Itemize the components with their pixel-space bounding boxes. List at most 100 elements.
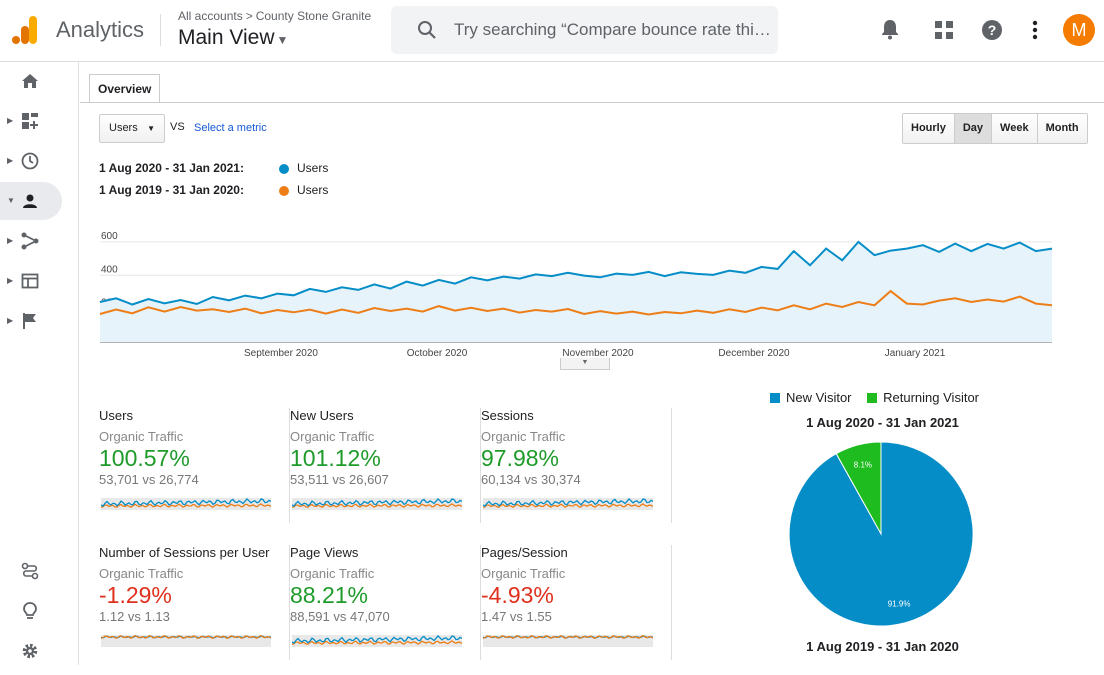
sparkline-current: [483, 497, 653, 507]
scorecard-change-pct: -1.29%: [99, 582, 172, 608]
collapse-chart-handle[interactable]: ▼: [560, 358, 610, 370]
scorecard-sparkline: [101, 634, 271, 647]
nav-conversions[interactable]: ▶: [0, 302, 62, 340]
expand-arrow-icon: ▶: [7, 156, 14, 165]
header-divider: [160, 14, 161, 46]
tab-overview[interactable]: Overview: [89, 74, 161, 103]
nav-discover[interactable]: [0, 592, 62, 630]
acquisition-icon: [21, 232, 39, 250]
search-icon: [418, 21, 436, 39]
breadcrumb-account[interactable]: County Stone Granite: [255, 9, 372, 23]
scorecard-comparison: 53,511 vs 26,607: [290, 472, 389, 487]
caret-down-icon: ▼: [276, 33, 289, 47]
metric-selector[interactable]: Users ▼: [99, 114, 165, 143]
card-divider: [480, 545, 481, 660]
expand-arrow-icon: ▶: [7, 276, 14, 285]
card-divider: [480, 408, 481, 523]
search-box[interactable]: Try searching “Compare bounce rate thi…: [391, 6, 778, 54]
scorecard-change-pct: 97.98%: [481, 445, 560, 471]
scorecard-title: Pages/Session: [481, 545, 568, 560]
nav-audience[interactable]: ▼: [0, 182, 62, 220]
pie-slice[interactable]: [788, 441, 974, 627]
x-tick-label: December 2020: [718, 348, 790, 359]
svg-text:?: ?: [988, 22, 997, 38]
period-toggle: Hourly Day Week Month: [902, 113, 1088, 144]
scorecard-segment: Organic Traffic: [481, 429, 566, 444]
left-nav: ▶ ▶ ▼ ▶ ▶ ▶: [0, 62, 79, 665]
scorecard-change-pct: 101.12%: [290, 445, 381, 471]
lightbulb-icon: [23, 602, 37, 619]
nav-acquisition[interactable]: ▶: [0, 222, 62, 260]
scorecard-title: Sessions: [481, 408, 534, 423]
legend-returning-visitor-swatch: [867, 393, 878, 403]
visitor-type-pie[interactable]: 8.1% 91.9%: [788, 441, 974, 627]
view-selector[interactable]: Main View ▼: [178, 26, 288, 50]
scorecard-sparkline: [483, 634, 653, 647]
more-vert-icon[interactable]: [1032, 20, 1038, 40]
scorecard[interactable]: Page Views Organic Traffic 88.21% 88,591 vs…: [290, 545, 481, 675]
scorecard-sparkline: [483, 497, 653, 510]
nav-realtime[interactable]: ▶: [0, 142, 62, 180]
pie-legend: New Visitor Returning Visitor: [770, 390, 979, 405]
nav-attribution[interactable]: [0, 552, 62, 590]
pie-slice-label: 91.9%: [888, 599, 911, 608]
nav-admin[interactable]: [0, 632, 62, 670]
y-tick-label: 600: [101, 231, 118, 242]
help-icon[interactable]: ?: [981, 19, 1003, 41]
breadcrumb-all-accounts[interactable]: All accounts: [178, 9, 243, 23]
pie-slice-label: 8.1%: [854, 461, 872, 470]
scorecard-comparison: 1.12 vs 1.13: [99, 609, 170, 624]
audience-person-icon: [23, 194, 37, 208]
sparkline-current: [292, 497, 462, 507]
apps-grid-icon[interactable]: [934, 20, 954, 40]
scorecard[interactable]: Users Organic Traffic 100.57% 53,701 vs 26,…: [99, 408, 290, 538]
pie-title-current: 1 Aug 2020 - 31 Jan 2021: [806, 415, 959, 430]
scorecard[interactable]: Number of Sessions per User Organic Traff…: [99, 545, 290, 675]
period-hourly-button[interactable]: Hourly: [903, 114, 955, 143]
realtime-clock-icon: [21, 152, 39, 170]
scorecard-comparison: 88,591 vs 47,070: [290, 609, 390, 624]
legend-new-visitor-swatch: [770, 393, 780, 403]
legend-previous-label: Users: [297, 183, 329, 197]
breadcrumb[interactable]: All accounts > County Stone Granite: [178, 9, 371, 23]
sparkline-previous: [483, 503, 653, 509]
scorecard-segment: Organic Traffic: [99, 429, 184, 444]
legend-current-range: 1 Aug 2020 - 31 Jan 2021:: [99, 161, 244, 175]
scorecard[interactable]: Sessions Organic Traffic 97.98% 60,134 vs 3…: [481, 408, 672, 538]
avatar[interactable]: M: [1063, 14, 1095, 46]
period-month-button[interactable]: Month: [1037, 114, 1087, 143]
scorecard-segment: Organic Traffic: [290, 566, 375, 581]
period-day-button[interactable]: Day: [954, 114, 993, 143]
scorecard[interactable]: New Users Organic Traffic 101.12% 53,511 vs…: [290, 408, 481, 538]
sparkline-previous: [292, 640, 462, 646]
series-current-area: [100, 241, 1052, 342]
analytics-logo-icon[interactable]: [12, 16, 38, 44]
period-week-button[interactable]: Week: [992, 114, 1038, 143]
legend-previous-range: 1 Aug 2019 - 31 Jan 2020:: [99, 183, 244, 197]
select-metric-link[interactable]: Select a metric: [194, 122, 267, 134]
tab-underline: [80, 102, 1104, 103]
expand-arrow-icon: ▶: [7, 316, 14, 325]
legend-current-label: Users: [297, 161, 329, 175]
scorecard[interactable]: Pages/Session Organic Traffic -4.93% 1.47 v…: [481, 545, 672, 675]
nav-home[interactable]: [0, 62, 62, 100]
y-tick-label: 400: [101, 264, 118, 275]
view-name: Main View: [178, 26, 275, 49]
notifications-bell-icon[interactable]: [880, 18, 900, 40]
card-divider: [289, 545, 290, 660]
gear-icon: [22, 643, 38, 659]
scorecard-change-pct: 88.21%: [290, 582, 369, 608]
scorecard-comparison: 53,701 vs 26,774: [99, 472, 199, 487]
nav-behavior[interactable]: ▶: [0, 262, 62, 300]
scorecard-change-pct: 100.57%: [99, 445, 190, 471]
legend-current-dot: [279, 164, 289, 174]
caret-down-icon: ▼: [147, 124, 155, 133]
nav-customization[interactable]: ▶: [0, 102, 62, 140]
scorecard-title: Page Views: [290, 545, 359, 560]
scorecard-comparison: 1.47 vs 1.55: [481, 609, 552, 624]
conversions-flag-icon: [23, 313, 36, 329]
series-line: [99, 289, 1053, 316]
scorecard-segment: Organic Traffic: [99, 566, 184, 581]
search-placeholder: Try searching “Compare bounce rate thi…: [454, 20, 771, 39]
